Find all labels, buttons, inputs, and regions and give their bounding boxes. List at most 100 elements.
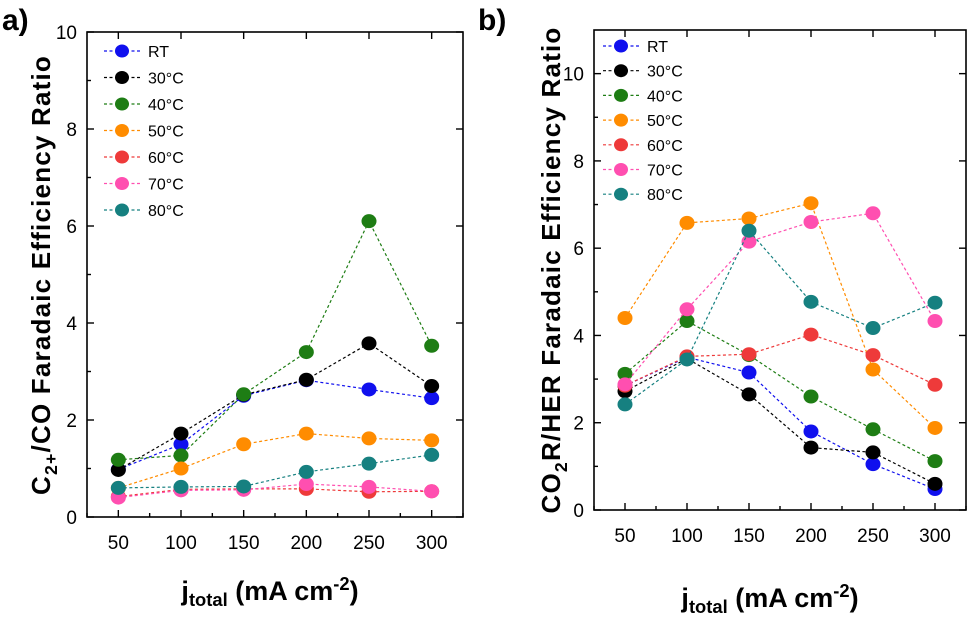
x-tick-label: 100 bbox=[671, 526, 703, 547]
data-point bbox=[424, 484, 440, 499]
data-point bbox=[865, 362, 881, 377]
series-0 bbox=[110, 373, 440, 477]
series-line bbox=[118, 454, 432, 489]
data-point bbox=[679, 215, 695, 230]
series-6 bbox=[110, 447, 440, 495]
legend-marker bbox=[614, 163, 628, 176]
series-line bbox=[118, 432, 432, 489]
data-point bbox=[361, 214, 377, 229]
data-point bbox=[865, 422, 881, 437]
data-point bbox=[927, 377, 943, 392]
data-point bbox=[865, 206, 881, 221]
panel-label: a) bbox=[2, 4, 29, 37]
series-line bbox=[624, 202, 936, 429]
y-tick-label: 2 bbox=[573, 414, 584, 435]
series-line bbox=[624, 333, 936, 387]
legend-marker bbox=[115, 97, 129, 111]
series-line bbox=[118, 483, 432, 499]
legend-label: 40°C bbox=[647, 88, 683, 105]
data-point bbox=[865, 445, 881, 460]
series-5 bbox=[617, 206, 943, 392]
series-line bbox=[118, 342, 433, 471]
series-2 bbox=[617, 314, 943, 469]
data-point bbox=[236, 479, 252, 494]
x-tick-label: 100 bbox=[165, 533, 197, 554]
data-point bbox=[361, 336, 377, 351]
data-point bbox=[803, 327, 819, 342]
x-tick-label: 200 bbox=[795, 526, 827, 547]
data-point bbox=[803, 424, 819, 439]
legend-label: 80°C bbox=[148, 203, 184, 220]
legend: RT 30°C 40°C 50°C 60°C 70°C 80°C bbox=[104, 44, 184, 220]
legend-marker bbox=[115, 150, 129, 164]
series-line bbox=[624, 229, 936, 405]
series-1 bbox=[110, 336, 440, 477]
data-point bbox=[617, 397, 633, 412]
data-point bbox=[927, 454, 943, 469]
legend-item: 70°C bbox=[603, 163, 683, 180]
data-point bbox=[617, 311, 633, 325]
y-tick-label: 10 bbox=[56, 23, 77, 44]
series-line bbox=[624, 212, 936, 385]
series-line bbox=[624, 356, 936, 490]
series-3 bbox=[617, 196, 943, 435]
data-point bbox=[424, 379, 440, 394]
series-line bbox=[118, 488, 432, 498]
y-tick-label: 8 bbox=[573, 152, 584, 173]
x-tick-label: 300 bbox=[919, 526, 951, 547]
series-line bbox=[118, 219, 433, 461]
legend: RT 30°C 40°C 50°C 60°C 70°C 80°C bbox=[603, 39, 683, 204]
data-point bbox=[927, 295, 943, 310]
legend-marker bbox=[115, 203, 129, 217]
data-point bbox=[298, 426, 314, 441]
legend-marker bbox=[614, 138, 628, 152]
data-point bbox=[803, 440, 819, 455]
y-axis-title: CO2R/HER Faradaic Efficiency Ratio bbox=[536, 27, 571, 514]
series-4 bbox=[110, 481, 440, 504]
data-point bbox=[865, 348, 881, 363]
data-point bbox=[741, 365, 757, 380]
series-line bbox=[118, 379, 432, 471]
legend-label: RT bbox=[148, 44, 169, 61]
legend-label: 50°C bbox=[148, 124, 184, 141]
series-4 bbox=[617, 327, 943, 393]
legend-label: 60°C bbox=[647, 138, 683, 155]
data-point bbox=[236, 437, 252, 452]
plot-frame bbox=[86, 31, 464, 518]
y-tick-label: 0 bbox=[66, 508, 77, 529]
data-point bbox=[110, 452, 126, 467]
data-point bbox=[110, 490, 126, 505]
chart-panel-b: b) 50 100 150 200 250 300 0 2 4 6 8 10 jtotal (mA cm-… bbox=[478, 4, 967, 617]
data-point bbox=[424, 338, 440, 353]
data-point bbox=[424, 447, 440, 462]
legend-item: 30°C bbox=[104, 71, 184, 88]
panel-label: b) bbox=[478, 4, 506, 37]
data-point bbox=[617, 366, 633, 381]
data-point bbox=[298, 464, 314, 479]
data-point bbox=[679, 302, 695, 317]
y-tick-label: 4 bbox=[573, 326, 584, 347]
data-point bbox=[173, 437, 189, 452]
legend-item: 30°C bbox=[603, 64, 683, 81]
data-point bbox=[927, 420, 943, 435]
data-point bbox=[361, 382, 377, 397]
data-point bbox=[679, 314, 695, 329]
series-5 bbox=[110, 477, 440, 505]
series-0 bbox=[617, 350, 943, 497]
legend-marker bbox=[614, 64, 628, 78]
legend-label: 70°C bbox=[148, 177, 184, 194]
x-tick-label: 150 bbox=[733, 526, 765, 547]
data-point bbox=[298, 345, 314, 360]
data-point bbox=[173, 448, 189, 463]
data-point bbox=[865, 321, 881, 336]
series-2 bbox=[110, 214, 440, 467]
x-tick-label: 250 bbox=[857, 526, 889, 547]
series-line bbox=[624, 320, 936, 462]
y-tick-label: 8 bbox=[66, 120, 77, 141]
y-tick-label: 6 bbox=[66, 217, 77, 238]
series-1 bbox=[617, 351, 943, 491]
legend-marker bbox=[614, 187, 628, 201]
data-point bbox=[803, 294, 819, 309]
data-point bbox=[361, 479, 377, 494]
